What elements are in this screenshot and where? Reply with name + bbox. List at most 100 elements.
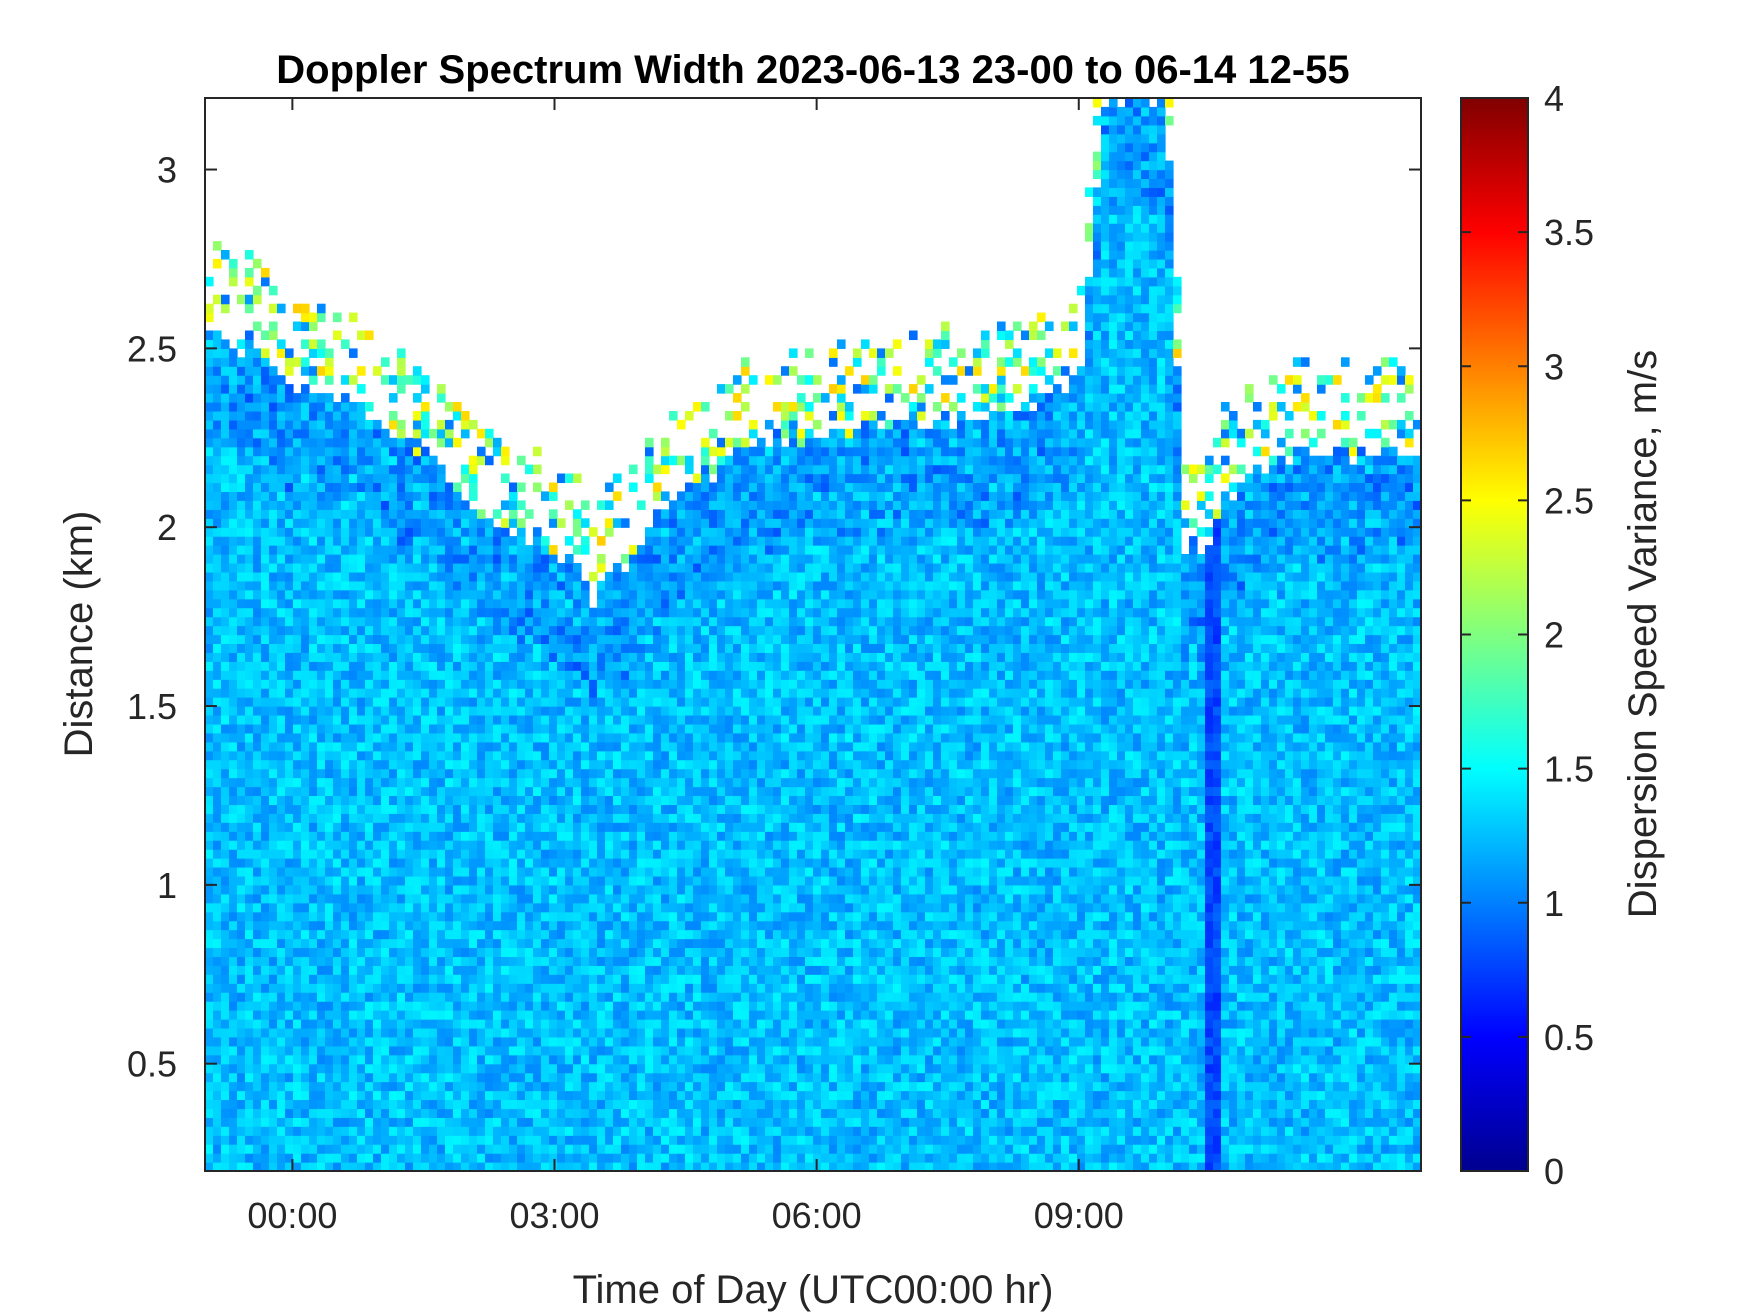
heatmap-cell: [645, 1019, 654, 1029]
heatmap-cell: [653, 974, 662, 984]
heatmap-cell: [269, 509, 278, 519]
heatmap-cell: [621, 795, 630, 806]
heatmap-cell: [405, 580, 414, 591]
heatmap-cell: [373, 1063, 382, 1074]
heatmap-cell: [365, 813, 374, 823]
heatmap-cell: [429, 929, 438, 940]
heatmap-cell: [325, 1081, 334, 1092]
heatmap-cell: [277, 840, 286, 850]
heatmap-cell: [653, 911, 662, 922]
heatmap-cell: [373, 419, 382, 430]
heatmap-cell: [429, 527, 438, 537]
heatmap-cell: [221, 750, 230, 761]
heatmap-cell: [509, 1099, 518, 1110]
heatmap-cell: [381, 804, 390, 814]
heatmap-cell: [229, 974, 238, 984]
heatmap-cell: [517, 750, 526, 761]
heatmap-cell: [317, 741, 326, 752]
heatmap-cell: [389, 661, 398, 671]
heatmap-cell: [429, 1010, 438, 1020]
heatmap-cell: [613, 491, 622, 501]
heatmap-cell: [357, 867, 366, 877]
heatmap-cell: [637, 938, 646, 949]
heatmap-cell: [309, 893, 318, 904]
heatmap-cell: [397, 992, 406, 1002]
heatmap-cell: [309, 1027, 318, 1038]
heatmap-cell: [605, 1162, 614, 1171]
heatmap-cell: [637, 947, 646, 958]
heatmap-cell: [461, 509, 470, 519]
heatmap-cell: [301, 1019, 310, 1029]
heatmap-cell: [485, 625, 494, 636]
heatmap-cell: [317, 428, 326, 439]
heatmap-cell: [237, 750, 246, 761]
heatmap-cell: [525, 1019, 534, 1029]
heatmap-cell: [621, 777, 630, 788]
heatmap-cell: [389, 956, 398, 966]
heatmap-cell: [493, 643, 502, 653]
heatmap-cell: [685, 1117, 694, 1127]
heatmap-cell: [461, 563, 470, 573]
heatmap-cell: [253, 1144, 262, 1154]
heatmap-cell: [301, 893, 310, 904]
heatmap-cell: [669, 1027, 678, 1038]
heatmap-cell: [269, 759, 278, 770]
heatmap-cell: [461, 536, 470, 546]
heatmap-cell: [301, 1126, 310, 1136]
heatmap-cell: [373, 795, 382, 806]
heatmap-cell: [421, 491, 430, 501]
heatmap-cell: [557, 741, 566, 752]
heatmap-cell: [325, 375, 334, 385]
heatmap-cell: [525, 1072, 534, 1083]
heatmap-cell: [477, 598, 486, 609]
heatmap-cell: [421, 518, 430, 528]
heatmap-cell: [365, 911, 374, 922]
heatmap-cell: [589, 1117, 598, 1127]
heatmap-cell: [421, 1045, 430, 1056]
heatmap-cell: [605, 643, 614, 653]
heatmap-cell: [549, 822, 558, 832]
heatmap-cell: [221, 303, 230, 314]
heatmap-cell: [453, 1045, 462, 1056]
heatmap-cell: [269, 482, 278, 493]
heatmap-cell: [621, 652, 630, 662]
heatmap-cell: [589, 822, 598, 832]
heatmap-cell: [461, 643, 470, 653]
heatmap-cell: [461, 428, 470, 439]
heatmap-cell: [205, 536, 214, 546]
heatmap-cell: [645, 759, 654, 770]
heatmap-cell: [237, 965, 246, 975]
heatmap-cell: [493, 446, 502, 457]
heatmap-cell: [205, 1054, 214, 1065]
heatmap-cell: [653, 777, 662, 788]
heatmap-cell: [613, 813, 622, 823]
heatmap-cell: [461, 911, 470, 922]
heatmap-cell: [661, 822, 670, 832]
heatmap-cell: [333, 589, 342, 600]
heatmap-cell: [237, 419, 246, 430]
heatmap-cell: [541, 795, 550, 806]
heatmap-cell: [381, 527, 390, 537]
heatmap-cell: [221, 670, 230, 680]
heatmap-cell: [437, 1117, 446, 1127]
heatmap-cell: [621, 858, 630, 868]
heatmap-cell: [349, 786, 358, 797]
heatmap-cell: [205, 393, 214, 403]
heatmap-cell: [293, 732, 302, 743]
heatmap-cell: [549, 482, 558, 493]
heatmap-cell: [477, 867, 486, 877]
heatmap-cell: [565, 1001, 574, 1011]
heatmap-cell: [589, 795, 598, 806]
heatmap-cell: [493, 1099, 502, 1110]
heatmap-cell: [373, 902, 382, 913]
heatmap-cell: [269, 1144, 278, 1154]
heatmap-cell: [293, 518, 302, 528]
heatmap-cell: [237, 947, 246, 958]
heatmap-cell: [261, 1045, 270, 1056]
heatmap-cell: [357, 715, 366, 725]
heatmap-cell: [429, 884, 438, 895]
heatmap-cell: [613, 563, 622, 573]
heatmap-cell: [261, 634, 270, 645]
heatmap-cell: [549, 589, 558, 600]
heatmap-cell: [365, 1144, 374, 1154]
